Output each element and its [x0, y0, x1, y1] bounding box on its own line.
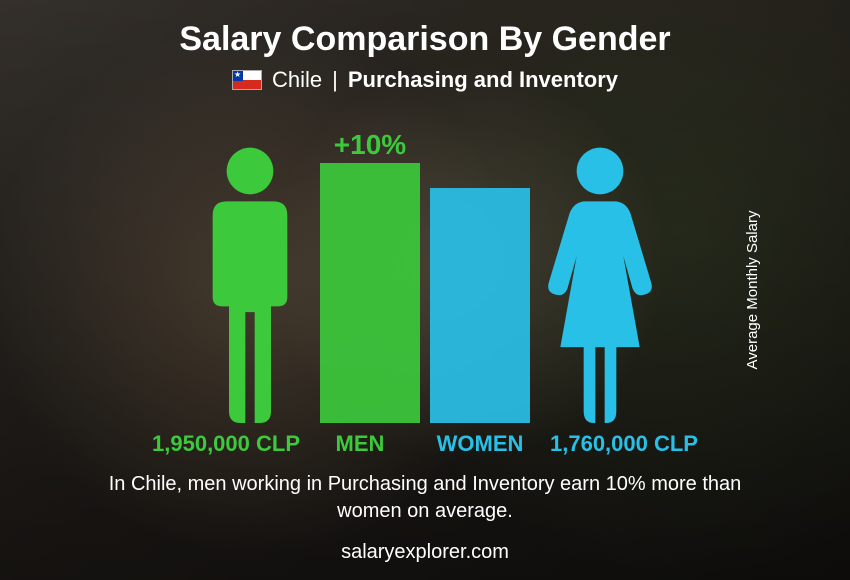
percent-diff-label: +10%: [334, 129, 406, 161]
page-title: Salary Comparison By Gender: [179, 20, 670, 59]
men-figure-icon: [190, 143, 310, 423]
labels-row: 1,950,000 CLP MEN WOMEN 1,760,000 CLP: [125, 431, 725, 457]
subtitle-category: Purchasing and Inventory: [348, 67, 618, 93]
women-figure-icon: [540, 143, 660, 423]
men-label: MEN: [310, 431, 410, 457]
male-person-icon: [190, 143, 310, 423]
men-bar: [320, 163, 420, 423]
summary-text: In Chile, men working in Purchasing and …: [75, 471, 775, 525]
infographic-content: Salary Comparison By Gender Chile | Purc…: [0, 0, 850, 580]
chart-area: +10%: [125, 103, 725, 423]
chile-flag-icon: [232, 70, 262, 90]
women-bar: [430, 188, 530, 423]
female-person-icon: [540, 143, 660, 423]
women-bar-wrap: [430, 188, 530, 423]
footer-source: salaryexplorer.com: [341, 541, 509, 564]
men-bar-wrap: +10%: [320, 163, 420, 423]
women-salary-value: 1,760,000 CLP: [550, 431, 715, 457]
women-label: WOMEN: [420, 431, 540, 457]
subtitle-separator: |: [332, 67, 338, 93]
subtitle-row: Chile | Purchasing and Inventory: [232, 67, 618, 93]
subtitle-country: Chile: [272, 67, 322, 93]
men-salary-value: 1,950,000 CLP: [135, 431, 300, 457]
